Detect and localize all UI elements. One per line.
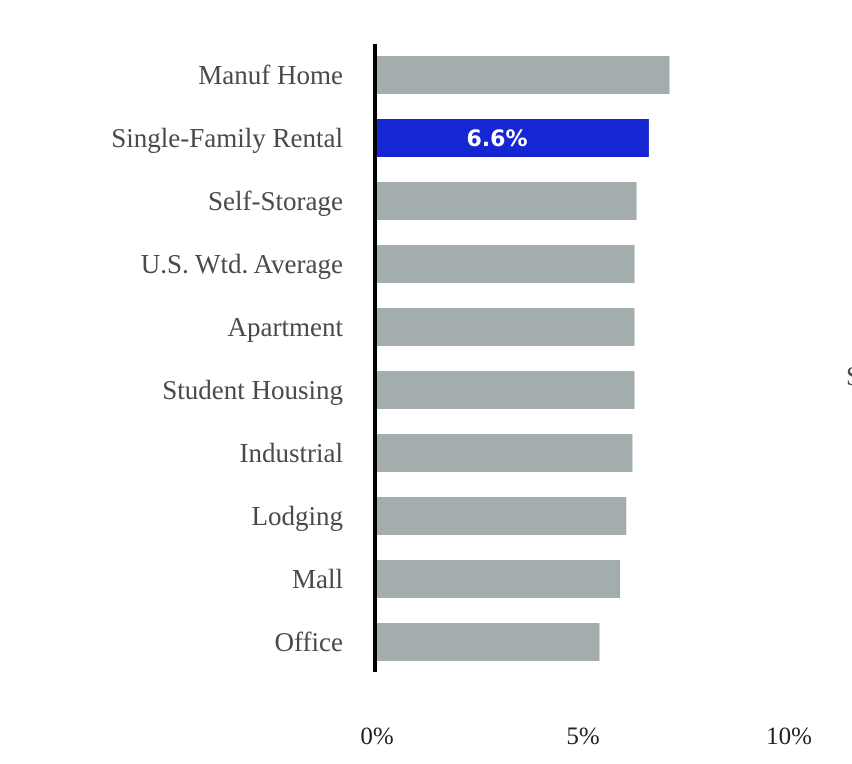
category-label-self-storage: Self-Storage (208, 186, 343, 216)
bar-apartment (377, 308, 635, 346)
x-tick-0: 0% (360, 723, 393, 750)
clipped-edge-text: S (846, 361, 852, 391)
bar-self-storage (377, 182, 637, 220)
x-tick-labels: 0% 5% 10% (360, 723, 812, 750)
category-label-apartment: Apartment (228, 312, 344, 342)
category-label-office: Office (275, 627, 343, 657)
bar-u-s-wtd-average (377, 245, 635, 283)
bar-industrial (377, 434, 633, 472)
category-label-lodging: Lodging (252, 501, 344, 531)
bar-single-family-rental (377, 119, 649, 157)
bar-lodging (377, 497, 627, 535)
bars-group (377, 56, 670, 661)
category-label-student-housing: Student Housing (162, 375, 343, 405)
category-label-industrial: Industrial (240, 438, 343, 468)
bar-student-housing (377, 371, 635, 409)
x-tick-5: 5% (566, 723, 599, 750)
category-label-u-s-wtd-average: U.S. Wtd. Average (141, 249, 343, 279)
category-labels: Manuf Home Single-Family Rental Self-Stora… (111, 60, 343, 657)
category-label-mall: Mall (292, 564, 343, 594)
data-label-single-family-rental: 6.6% (466, 127, 527, 152)
x-tick-10: 10% (766, 723, 812, 750)
bar-mall (377, 560, 621, 598)
category-label-single-family-rental: Single-Family Rental (111, 123, 343, 153)
data-labels: 6.6% (466, 127, 527, 152)
category-label-manuf-home: Manuf Home (198, 60, 343, 90)
bar-manuf-home (377, 56, 670, 94)
bar-office (377, 623, 600, 661)
